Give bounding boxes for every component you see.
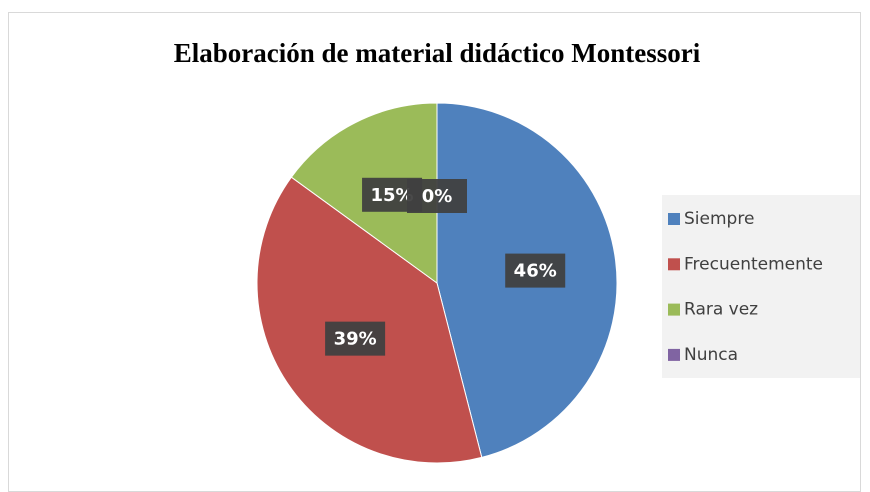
legend-swatch: [668, 213, 680, 225]
legend-label: Frecuentemente: [684, 254, 823, 274]
legend-swatch: [668, 303, 680, 316]
legend-swatch: [668, 348, 680, 361]
data-label-box: [505, 253, 566, 288]
data-label-box: [407, 179, 467, 213]
pie-slice: [256, 176, 483, 464]
legend-label: Rara vez: [684, 300, 758, 320]
data-label: 39%: [334, 329, 377, 350]
legend-label: Nunca: [684, 345, 738, 365]
data-label: 15%: [371, 185, 414, 206]
data-label: 46%: [514, 261, 557, 282]
chart-title: Elaboración de material didáctico Montes…: [174, 38, 701, 68]
legend-label: Siempre: [684, 209, 754, 229]
data-label: 0%: [422, 186, 453, 207]
legend-swatch: [668, 258, 680, 271]
data-label-box: [325, 321, 386, 356]
legend-box: [662, 195, 860, 378]
